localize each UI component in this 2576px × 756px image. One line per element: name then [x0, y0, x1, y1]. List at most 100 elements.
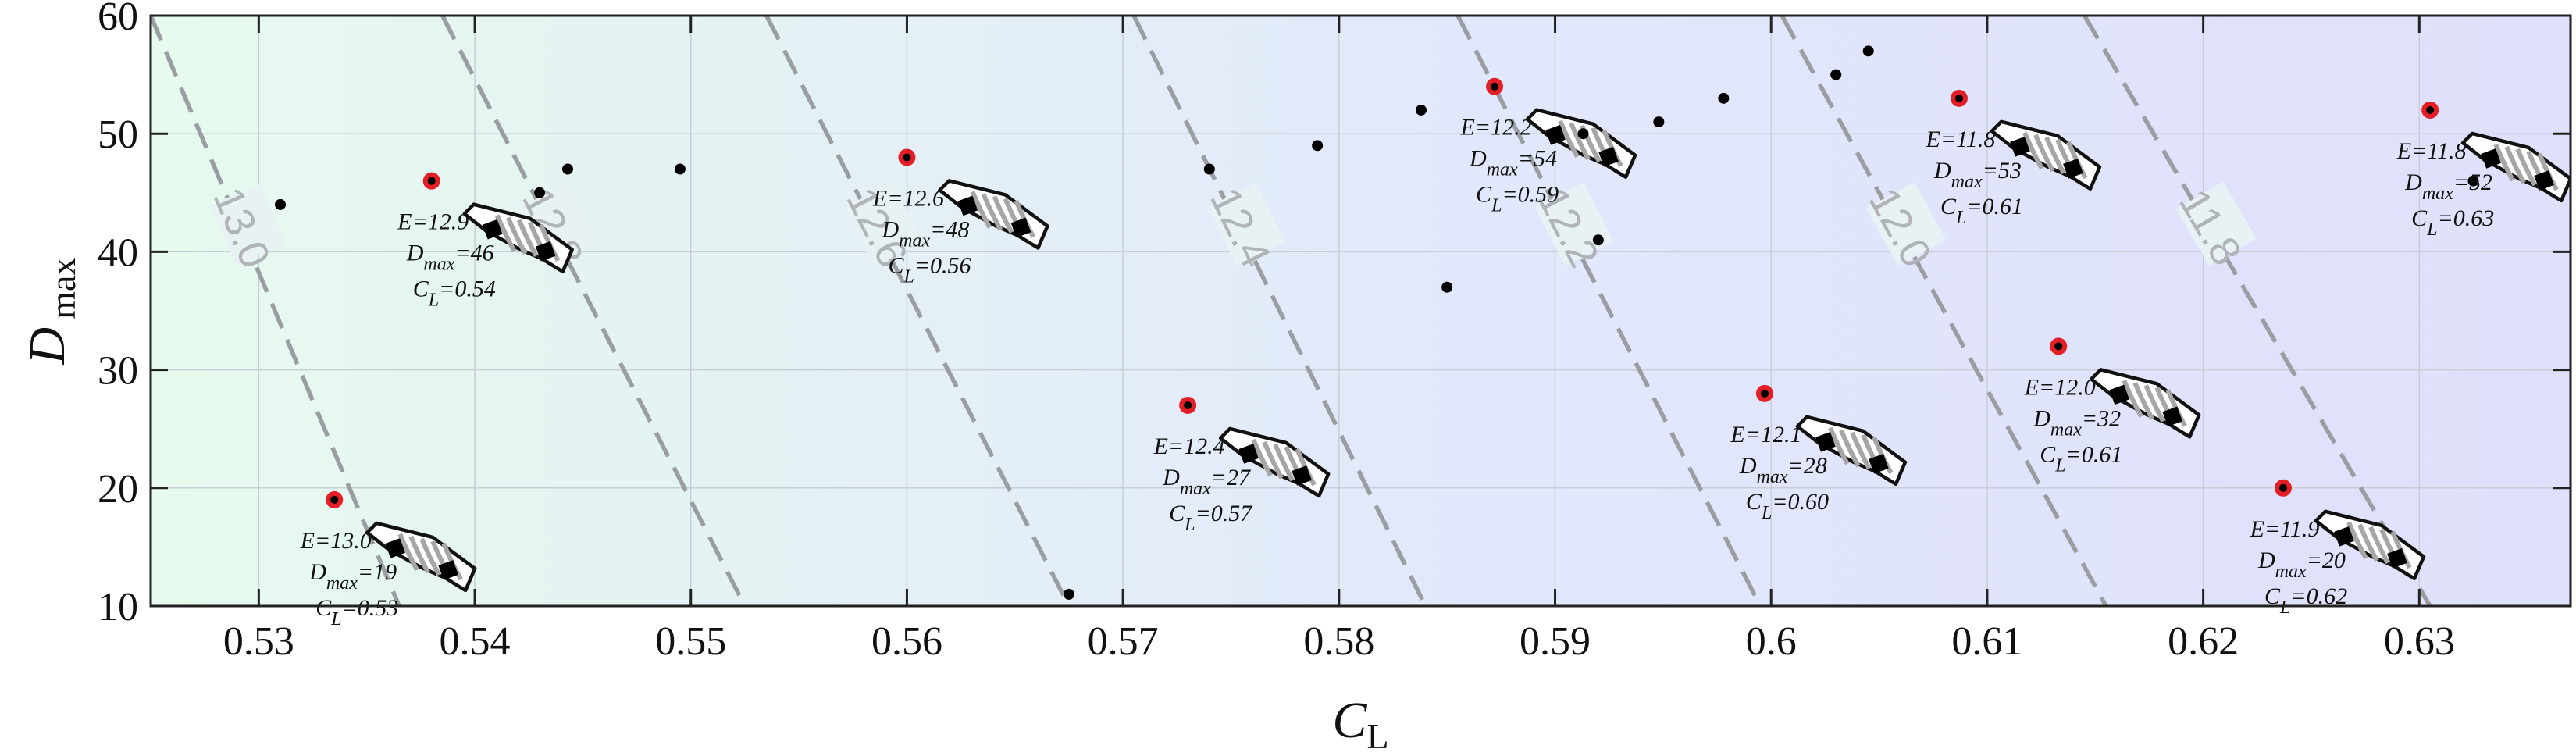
wing-rib	[2022, 131, 2044, 170]
annotation-cl-symbol: C	[315, 595, 332, 621]
contour-label-bg	[1866, 182, 1947, 266]
annotation-cl-sub: L	[2054, 455, 2065, 476]
contour-line	[1780, 16, 2108, 606]
annotation-dmax-sub: max	[423, 255, 454, 275]
x-axis-label: CL	[1332, 692, 1388, 756]
annotation-e: E=12.9	[397, 209, 469, 235]
annotation-dmax-value: =19	[358, 559, 397, 585]
annotation-cl: CL=0.60	[1746, 489, 1829, 523]
wing-glyph	[1990, 119, 2102, 191]
y-tick-label: 40	[98, 230, 138, 275]
wing-glyph	[2460, 131, 2571, 203]
wing-marker	[957, 195, 978, 216]
y-tick-label: 50	[98, 112, 138, 157]
annotation-cl-value: =0.53	[342, 595, 399, 621]
annotation-cl: CL=0.56	[888, 252, 971, 287]
annotation-e: E=11.8	[1926, 127, 1996, 152]
y-tick-label: 20	[98, 467, 138, 512]
wing-rib	[981, 193, 1003, 231]
x-tick-label: 0.63	[2384, 619, 2455, 664]
wing-glyph	[462, 202, 574, 273]
annotation-cl: CL=0.54	[413, 276, 496, 311]
annotation-cl-sub: L	[2279, 597, 2290, 618]
annotation-e: E=12.6	[872, 185, 944, 211]
annotation-dmax-symbol: D	[1739, 453, 1757, 479]
x-axis-label-sub: L	[1366, 716, 1388, 756]
contour-line	[1131, 16, 1427, 606]
contour-line	[440, 16, 747, 606]
data-point	[1441, 281, 1453, 293]
wing-rib	[408, 535, 430, 574]
wing-rib	[2044, 136, 2066, 175]
x-tick-label: 0.56	[871, 619, 942, 664]
wing-rib	[2515, 148, 2537, 187]
data-point	[1592, 234, 1604, 246]
highlighted-point-core	[1184, 401, 1192, 409]
wing-rib	[992, 195, 1014, 234]
data-point	[674, 163, 686, 175]
wing-marker	[535, 241, 556, 262]
annotation-dmax: Dmax=27	[1162, 465, 1252, 499]
wing-rib	[2132, 382, 2154, 420]
highlighted-point-core	[2278, 483, 2287, 492]
highlighted-point-core	[1954, 94, 1963, 102]
wing-rib	[1251, 438, 1273, 477]
wing-rib	[1569, 122, 1591, 161]
wing-marker	[1010, 217, 1031, 238]
data-point	[1577, 128, 1589, 140]
annotation-dmax-symbol: D	[2257, 547, 2275, 573]
highlighted-point-core	[427, 177, 436, 185]
annotation-dmax-symbol: D	[2033, 405, 2050, 431]
annotation-dmax: Dmax=20	[2257, 547, 2346, 582]
annotation-dmax: Dmax=28	[1739, 453, 1827, 487]
wing-rib	[1828, 426, 1850, 465]
annotation-cl-sub: L	[2426, 219, 2437, 240]
annotation-cl: CL=0.61	[1940, 194, 2023, 228]
wing-glyph	[1795, 415, 1908, 487]
wing-rib	[419, 537, 441, 576]
y-tick-label: 60	[98, 0, 138, 39]
annotation-dmax-sub: max	[1951, 172, 1983, 192]
annotation-dmax-sub: max	[2275, 562, 2307, 582]
y-tick-label: 30	[98, 349, 138, 394]
data-point	[534, 187, 546, 198]
x-tick-label: 0.6	[1746, 619, 1797, 664]
axis-ticks: 0.53 0.54 0.55 0.56 0.57 0.58 0.59 0.6 0.61 0.62 0…	[98, 0, 2571, 664]
wing-marker	[1238, 444, 1259, 464]
annotation-dmax-value: =28	[1788, 453, 1827, 479]
annotation-dmax: Dmax=54	[1469, 146, 1557, 180]
wing-marker	[2387, 547, 2407, 569]
y-axis-label-sub: max	[43, 258, 83, 319]
data-point	[1063, 588, 1074, 600]
annotation-dmax-value: =32	[2082, 405, 2121, 431]
annotation-dmax: Dmax=32	[2033, 405, 2121, 440]
plot-frame	[149, 14, 2572, 608]
annotation-e: E=13.0	[300, 528, 372, 554]
highlighted-point-core	[903, 153, 911, 162]
wing-glyph	[2089, 368, 2201, 439]
wing-rib	[1273, 443, 1295, 482]
annotation-dmax-value: =27	[1211, 465, 1252, 490]
annotation-cl-sub: L	[1761, 503, 1772, 523]
contour-line	[764, 16, 1071, 606]
x-tick-label: 0.59	[1520, 619, 1591, 664]
annotation-cl-value: =0.57	[1195, 501, 1254, 526]
annotation-dmax-sub: max	[1487, 160, 1518, 180]
data-point	[1718, 92, 1730, 104]
wing-rib	[2357, 523, 2379, 562]
wing-rib	[970, 191, 992, 229]
annotation-cl-symbol: C	[2040, 441, 2056, 467]
annotation-e: E=11.8	[2396, 138, 2467, 164]
wing-rib	[2368, 526, 2390, 565]
wing-rib	[397, 533, 419, 572]
annotation-cl: CL=0.61	[2040, 441, 2122, 476]
y-axis-label: Dmax	[19, 258, 83, 366]
wing-glyph	[2314, 509, 2426, 581]
wing-marker	[1869, 454, 1889, 474]
wing-marker	[438, 560, 459, 580]
